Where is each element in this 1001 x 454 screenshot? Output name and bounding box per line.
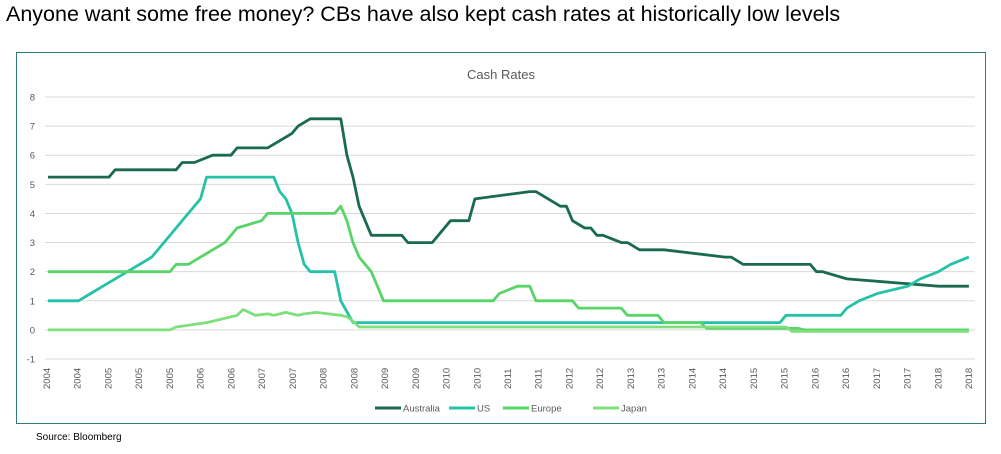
x-tick-label: 2017 <box>872 368 883 389</box>
y-tick-label: 2 <box>30 267 35 278</box>
x-tick-label: 2010 <box>442 368 453 389</box>
series-line-australia <box>48 117 969 288</box>
y-tick-label: 6 <box>30 151 35 162</box>
series-line-japan <box>48 308 969 333</box>
x-tick-label: 2011 <box>503 369 514 389</box>
series-line-us <box>48 175 970 325</box>
x-tick-label: 2014 <box>718 368 729 389</box>
x-tick-label: 2005 <box>165 368 176 389</box>
x-tick-label: 2008 <box>319 368 330 389</box>
x-tick-label: 2006 <box>196 368 207 389</box>
y-tick-label: 8 <box>30 93 35 104</box>
y-axis-ticks: -1 0 1 2 3 4 5 6 7 8 <box>27 93 35 366</box>
x-tick-label: 2004 <box>73 368 84 389</box>
x-tick-label: 2006 <box>226 368 237 389</box>
x-tick-label: 2014 <box>687 368 698 389</box>
x-tick-label: 2015 <box>780 368 791 389</box>
x-tick-label: 2012 <box>595 368 606 389</box>
x-tick-label: 2007 <box>288 368 299 389</box>
x-tick-label: 2013 <box>657 368 668 389</box>
slide-headline: Anyone want some free money? CBs have al… <box>6 2 841 26</box>
x-tick-label: 2004 <box>42 368 53 389</box>
y-tick-label: 5 <box>30 180 35 191</box>
x-tick-label: 2018 <box>964 368 975 389</box>
y-tick-label: 3 <box>30 238 35 249</box>
gridlines <box>45 96 975 360</box>
legend-label-australia: Australia <box>403 404 441 415</box>
x-tick-label: 2009 <box>411 368 422 389</box>
legend-label-us: US <box>477 404 490 415</box>
chart-title: Cash Rates <box>467 67 535 82</box>
x-tick-label: 2018 <box>933 368 944 389</box>
series-line-europe <box>48 204 969 332</box>
legend-label-europe: Europe <box>531 404 562 415</box>
legend-label-japan: Japan <box>621 404 647 415</box>
x-tick-label: 2011 <box>534 369 545 389</box>
x-tick-label: 2005 <box>103 368 114 389</box>
x-tick-label: 2008 <box>349 368 360 389</box>
x-tick-label: 2016 <box>841 368 852 389</box>
x-axis-ticks: 2004 2004 2005 2005 2005 2006 2006 2007 2007 2008… <box>42 368 975 389</box>
x-tick-label: 2015 <box>749 368 760 389</box>
x-tick-label: 2013 <box>626 368 637 389</box>
legend: Australia US Europe Japan <box>375 404 647 415</box>
x-tick-label: 2017 <box>903 368 914 389</box>
x-tick-label: 2009 <box>380 368 391 389</box>
y-tick-label: 4 <box>30 209 35 220</box>
x-tick-label: 2005 <box>134 368 145 389</box>
y-tick-label: 7 <box>30 122 35 133</box>
y-tick-label: 0 <box>30 325 35 336</box>
y-tick-label: 1 <box>30 296 35 307</box>
x-tick-label: 2007 <box>257 368 268 389</box>
x-tick-label: 2010 <box>472 368 483 389</box>
y-tick-label: -1 <box>27 355 35 366</box>
x-tick-label: 2012 <box>564 368 575 389</box>
series-lines <box>48 117 970 333</box>
source-note: Source: Bloomberg <box>36 432 122 443</box>
chart-frame: Cash Rates -1 0 1 2 3 4 5 6 7 8 2004 2004 2005 2005 2… <box>16 52 986 424</box>
x-tick-label: 2016 <box>810 368 821 389</box>
